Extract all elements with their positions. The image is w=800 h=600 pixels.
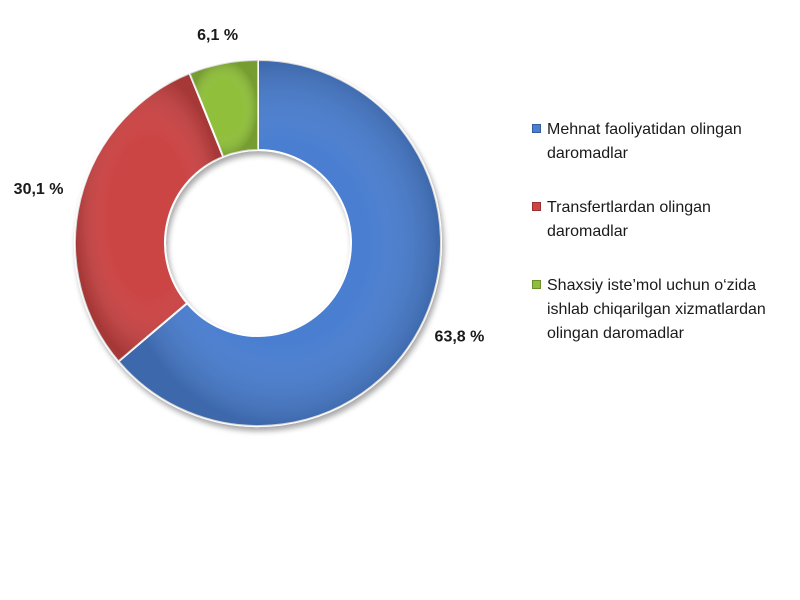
legend-item-2: Transfertlardan olingan daromadlar (532, 196, 796, 244)
legend-swatch-1 (532, 124, 541, 133)
donut-slices (74, 58, 442, 427)
legend: Mehnat faoliyatidan olingan daromadlar Tr… (532, 118, 796, 376)
slice-labels: 63,8 % 30,1 % 6,1 % (14, 27, 485, 345)
legend-swatch-3 (532, 280, 541, 289)
slice-value-label-1: 63,8 % (435, 328, 485, 345)
legend-swatch-2 (532, 202, 541, 211)
donut-slice-shade-1 (118, 60, 441, 426)
slice-value-label-2: 30,1 % (14, 181, 64, 198)
donut-slice-shade-3 (189, 60, 258, 157)
legend-item-3: Shaxsiy iste’mol uchun o‘zida ishlab chi… (532, 274, 796, 346)
legend-label-3: Shaxsiy iste’mol uchun o‘zida ishlab chi… (547, 277, 766, 342)
donut-slice-shade-2 (74, 73, 224, 362)
slice-value-label-3: 6,1 % (197, 27, 238, 44)
legend-label-1: Mehnat faoliyatidan olingan daromadlar (547, 121, 742, 162)
legend-label-2: Transfertlardan olingan daromadlar (547, 199, 711, 240)
legend-item-1: Mehnat faoliyatidan olingan daromadlar (532, 118, 796, 166)
